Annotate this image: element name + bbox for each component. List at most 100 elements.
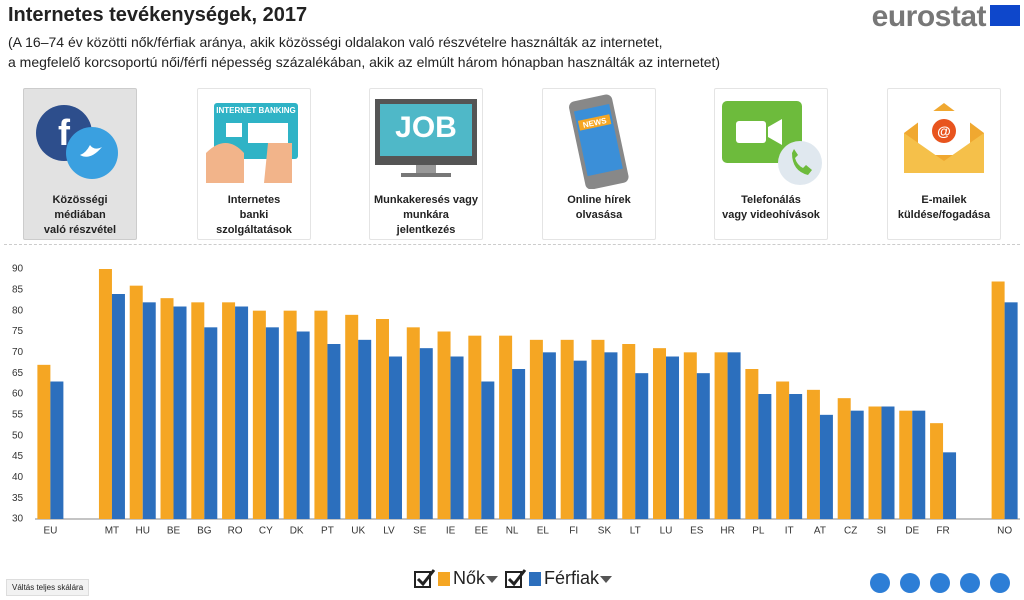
tab-label: Internetes <box>227 194 281 206</box>
tab-label: olvasása <box>575 209 623 221</box>
bar <box>666 356 680 519</box>
twitter-button[interactable] <box>960 573 980 593</box>
x-tick-label: IT <box>785 526 794 537</box>
tab[interactable]: INTERNET BANKING Internetes banki szolgált… <box>197 88 311 240</box>
tab-label: vagy videohívások <box>722 209 820 221</box>
tab[interactable]: @ E-mailek küldése/fogadása <box>887 88 1001 240</box>
icon-text: JOB <box>395 111 457 144</box>
tab-label: banki <box>239 209 269 221</box>
bar <box>98 269 112 519</box>
x-tick-label: ES <box>690 526 704 537</box>
tab-label: Online hírek <box>567 194 631 206</box>
x-tick-label: SI <box>877 526 886 537</box>
dropdown-arrow <box>600 575 613 583</box>
x-tick-label: EE <box>475 526 489 537</box>
bar <box>696 373 710 519</box>
bar <box>327 344 341 519</box>
tab-label: Közösségi <box>52 194 108 206</box>
icon: INTERNET BANKING <box>206 103 298 183</box>
bar <box>604 352 618 519</box>
bar <box>930 423 944 519</box>
legend: Nők Férfiak <box>414 568 619 589</box>
icon: @ <box>904 103 984 173</box>
x-tick-label: IE <box>446 526 456 537</box>
tab[interactable]: Telefonálás vagy videohívások <box>714 88 828 240</box>
bar <box>142 302 156 519</box>
x-tick-label: FI <box>569 526 578 537</box>
bar <box>881 406 895 519</box>
bar <box>512 369 526 519</box>
tab-label: jelentkezés <box>396 224 456 236</box>
checkbox <box>414 568 436 588</box>
title: Internetes tevékenységek, 2017 <box>8 4 308 26</box>
x-tick-label: SE <box>413 526 427 537</box>
x-tick-label: NO <box>997 526 1012 537</box>
icon: JOB <box>375 99 477 177</box>
x-tick-label: NL <box>506 526 519 537</box>
y-tick-label: 60 <box>12 389 24 400</box>
embed-button[interactable] <box>930 573 950 593</box>
scale-button[interactable]: Váltás teljes skálára <box>6 579 90 596</box>
x-tick-label: UK <box>351 526 365 537</box>
subtitle-line: (A 16–74 év közötti nők/férfiak aránya, … <box>8 34 663 50</box>
tab[interactable]: f Közösségi médiában való részvétel <box>23 88 137 240</box>
bar <box>450 356 464 519</box>
tab-label: E-mailek <box>921 194 967 206</box>
y-tick-label: 40 <box>12 472 24 483</box>
x-tick-label: AT <box>814 526 826 537</box>
tab-label: való részvétel <box>43 224 117 236</box>
bar <box>819 414 833 519</box>
legend-swatch <box>529 571 542 586</box>
bar <box>173 306 187 519</box>
x-tick-label: SK <box>598 526 612 537</box>
legend-label: Férfiak <box>544 568 600 588</box>
bar <box>943 452 957 519</box>
x-tick-label: BE <box>167 526 181 537</box>
tab-label: Munkakeresés vagy <box>374 194 478 206</box>
bar <box>758 394 772 519</box>
x-tick-label: FR <box>936 526 949 537</box>
tab[interactable]: JOB Munkakeresés vagy munkára jelentkezés <box>369 88 483 240</box>
bar <box>635 373 649 519</box>
legend-swatch <box>438 571 450 586</box>
bar <box>468 335 482 519</box>
info-button[interactable] <box>870 573 890 593</box>
svg-text:@: @ <box>937 123 951 139</box>
dropdown-arrow <box>486 575 499 583</box>
icon-text: INTERNET BANKING <box>216 106 296 115</box>
x-tick-label: DK <box>290 526 304 537</box>
legend-item[interactable]: Nők <box>414 568 499 589</box>
bar <box>375 319 389 519</box>
eu-flag <box>990 5 1020 26</box>
y-tick-label: 80 <box>12 305 24 316</box>
x-tick-label: HU <box>136 526 150 537</box>
bar <box>265 327 279 519</box>
tab-label: médiában <box>54 209 106 221</box>
bar <box>499 335 513 519</box>
bar <box>991 281 1005 519</box>
bar <box>388 356 402 519</box>
subtitle-line: a megfelelő korcsoportú női/férfi népess… <box>8 54 721 70</box>
y-tick-label: 90 <box>12 264 24 275</box>
share-icons <box>860 573 1010 593</box>
bar <box>296 331 310 519</box>
facebook-button[interactable] <box>990 573 1010 593</box>
table-button[interactable] <box>900 573 920 593</box>
bar <box>481 381 495 519</box>
bar <box>653 348 667 519</box>
y-tick-label: 55 <box>12 409 24 420</box>
y-tick-label: 65 <box>12 368 24 379</box>
x-tick-label: RO <box>228 526 243 537</box>
tab[interactable]: NEWS Online hírek olvasása <box>542 88 656 240</box>
legend-item[interactable]: Férfiak <box>505 568 613 589</box>
y-tick-label: 45 <box>12 451 24 462</box>
bar <box>406 327 420 519</box>
x-tick-label: HR <box>720 526 734 537</box>
bar <box>437 331 451 519</box>
bar <box>252 310 266 519</box>
checkbox <box>505 568 527 588</box>
chart: 30 35 40 45 50 55 60 65 70 75 80 85 90 EU MT HU BE BG RO CY… <box>12 264 1020 537</box>
bar <box>560 339 574 519</box>
x-tick-label: EU <box>43 526 57 537</box>
